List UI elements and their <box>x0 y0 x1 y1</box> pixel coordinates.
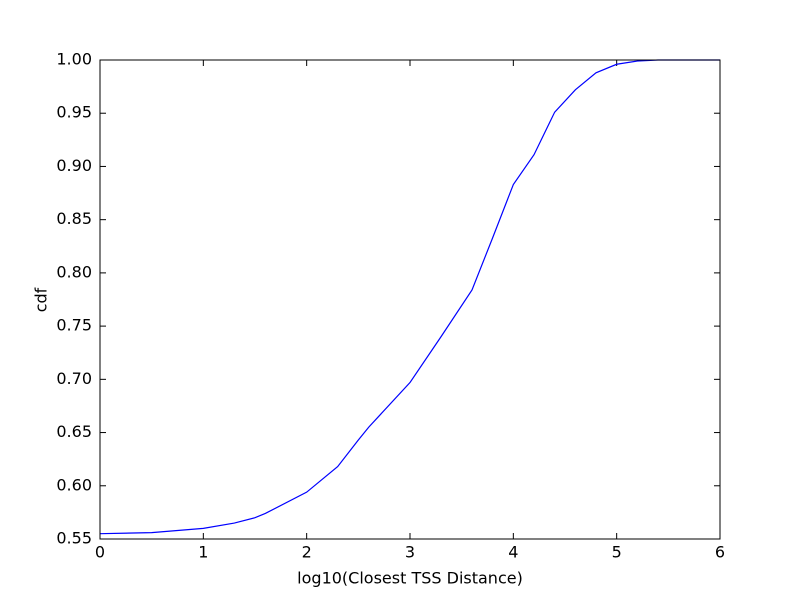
y-tick-label: 0.90 <box>56 156 92 175</box>
plot-frame <box>99 59 721 540</box>
y-tick-label: 0.75 <box>56 316 92 335</box>
y-axis-label: cdf <box>32 287 51 312</box>
x-tick-label: 0 <box>95 543 105 562</box>
x-tick-label: 1 <box>198 543 208 562</box>
y-tick-label: 0.65 <box>56 422 92 441</box>
y-tick-label: 0.85 <box>56 209 92 228</box>
x-tick-label: 2 <box>302 543 312 562</box>
data-line <box>99 59 720 535</box>
x-tick-label: 4 <box>508 543 518 562</box>
x-tick-label: 6 <box>715 543 725 562</box>
y-tick-label: 0.55 <box>56 529 92 548</box>
x-axis-label: log10(Closest TSS Distance) <box>297 569 523 588</box>
y-tick-label: 1.00 <box>56 50 92 69</box>
x-tick-label: 5 <box>612 543 622 562</box>
y-tick-label: 0.70 <box>56 369 92 388</box>
x-tick-label: 3 <box>405 543 415 562</box>
y-tick-label: 0.95 <box>56 103 92 122</box>
y-tick-label: 0.60 <box>56 475 92 494</box>
y-tick-label: 0.80 <box>56 262 92 281</box>
